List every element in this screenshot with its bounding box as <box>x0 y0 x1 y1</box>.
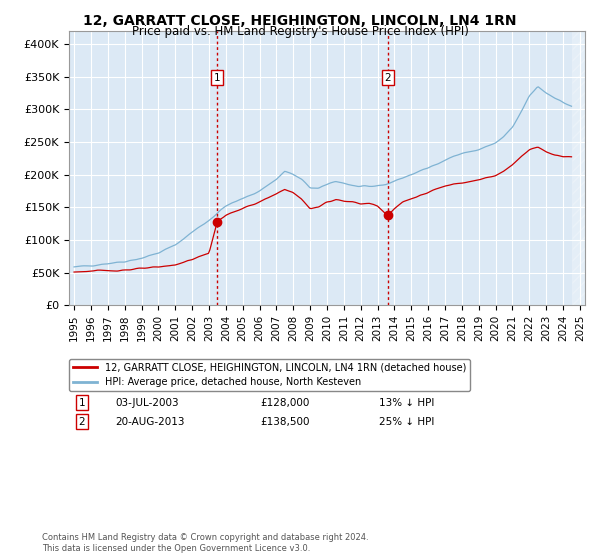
Text: 1: 1 <box>79 398 85 408</box>
Text: 2: 2 <box>79 417 85 427</box>
Text: 25% ↓ HPI: 25% ↓ HPI <box>379 417 434 427</box>
Text: 13% ↓ HPI: 13% ↓ HPI <box>379 398 434 408</box>
Bar <box>572 31 585 305</box>
Text: Price paid vs. HM Land Registry's House Price Index (HPI): Price paid vs. HM Land Registry's House … <box>131 25 469 38</box>
Text: 12, GARRATT CLOSE, HEIGHINGTON, LINCOLN, LN4 1RN: 12, GARRATT CLOSE, HEIGHINGTON, LINCOLN,… <box>83 14 517 28</box>
Text: 03-JUL-2003: 03-JUL-2003 <box>115 398 179 408</box>
Text: £138,500: £138,500 <box>260 417 310 427</box>
Text: 1: 1 <box>214 73 221 83</box>
Text: £128,000: £128,000 <box>260 398 309 408</box>
Text: 2: 2 <box>385 73 391 83</box>
Legend: 12, GARRATT CLOSE, HEIGHINGTON, LINCOLN, LN4 1RN (detached house), HPI: Average : 12, GARRATT CLOSE, HEIGHINGTON, LINCOLN,… <box>69 359 470 391</box>
Text: Contains HM Land Registry data © Crown copyright and database right 2024.
This d: Contains HM Land Registry data © Crown c… <box>42 533 368 553</box>
Text: 20-AUG-2013: 20-AUG-2013 <box>115 417 185 427</box>
